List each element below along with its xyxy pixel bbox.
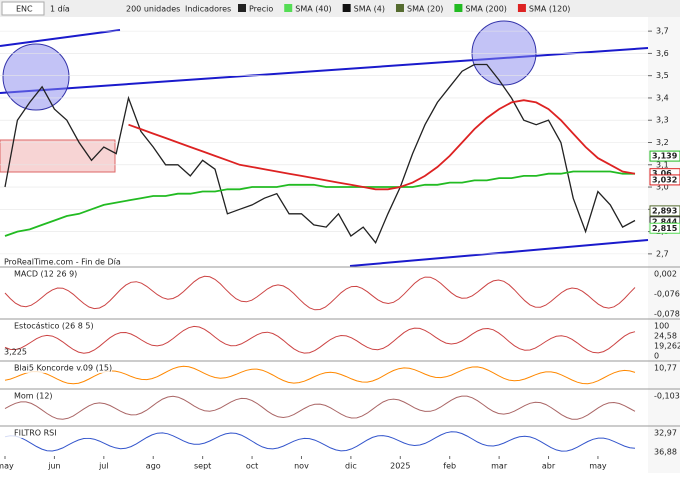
legend-label: SMA (120) [529, 5, 571, 14]
period[interactable]: 1 día [50, 5, 70, 14]
x-tick-label: may [0, 462, 14, 471]
x-tick-label: mar [491, 462, 508, 471]
symbol[interactable]: ENC [16, 5, 33, 14]
panel-value-label: 0,002 [654, 270, 677, 279]
units[interactable]: 200 unidades [126, 5, 180, 14]
y-tick-label: 3,4 [656, 93, 669, 102]
price-label: 2,815 [652, 224, 678, 233]
x-tick-label: dic [345, 462, 357, 471]
panel-value-label: 19,262 [654, 342, 680, 351]
indicators[interactable]: Indicadores [185, 5, 231, 14]
y-tick-label: 3,5 [656, 71, 669, 80]
highlight-circle [471, 20, 537, 86]
panel-value-label: 0 [654, 352, 659, 361]
price-label: 3,06 [652, 169, 672, 178]
y-tick-label: 3,6 [656, 49, 669, 58]
y-tick-label: 3,2 [656, 138, 669, 147]
panel-value-label: 10,77 [654, 364, 677, 373]
panel-value-label: 100 [654, 322, 669, 331]
panel-title-bg [2, 321, 112, 331]
legend-label: SMA (4) [354, 5, 385, 14]
panel-title-bg [2, 269, 112, 279]
x-tick-label: nov [294, 462, 309, 471]
panel-value-label: 24,58 [654, 332, 677, 341]
panel-value-label: 36,88 [654, 448, 677, 457]
channel-line [0, 29, 121, 47]
legend-label: SMA (20) [407, 5, 443, 14]
x-tick-label: oct [246, 462, 258, 471]
price-tag [649, 205, 680, 217]
panel-title-bg [2, 363, 112, 373]
toolbar [0, 0, 680, 17]
legend-swatch [517, 4, 526, 12]
channel-line [0, 47, 649, 94]
channel-line [349, 239, 649, 267]
indicator-line [4, 325, 636, 354]
panels: MACD (12 26 9) 0,002 -0,076 -0,078 Estocásti… [0, 266, 680, 457]
right-axis [648, 17, 680, 473]
panel-title: Mom (12) [14, 392, 53, 401]
price-tag [649, 150, 680, 162]
zone [0, 139, 116, 173]
panel-value-label: -0,103 [654, 392, 680, 401]
panel-value-label: -0,076 [654, 290, 680, 299]
y-tick-label: 3,3 [656, 116, 669, 125]
price-tag [649, 222, 680, 234]
price-label: 2,844 [652, 217, 678, 226]
symbol-box[interactable] [1, 1, 45, 16]
x-tick-label: jul [98, 462, 109, 471]
series-line [4, 63, 636, 244]
highlight-circle [2, 43, 70, 111]
indicator-line [4, 275, 636, 311]
series-line [128, 99, 636, 191]
legend-swatch [284, 4, 293, 12]
price-label: 3,032 [652, 175, 677, 184]
x-tick-label: feb [443, 462, 456, 471]
panel-title: Estocástico (26 8 5) [14, 322, 94, 331]
legend-swatch [342, 4, 351, 12]
price-label: 3,139 [652, 152, 678, 161]
y-tick-label: 3,7 [656, 27, 669, 36]
price-tag [649, 174, 680, 186]
y-tick-label: 3,0 [656, 183, 669, 192]
panel-title-bg [2, 391, 112, 401]
x-tick-label: sept [194, 462, 211, 471]
panel-title: FILTRO RSI [14, 429, 57, 438]
panel-title: Blai5 Koncorde v.09 (15) [14, 364, 112, 373]
legend-swatch [395, 4, 404, 12]
legend-swatch [238, 4, 246, 12]
legend-label: SMA (40) [295, 5, 331, 14]
legend-label: Precio [249, 5, 273, 14]
y-tick-label: 3,1 [656, 160, 669, 169]
x-tick-label: ago [146, 462, 161, 471]
price-label: 2,893 [652, 206, 677, 215]
indicator-line [4, 431, 636, 452]
x-tick-label: jun [47, 462, 60, 471]
indicator-line [4, 395, 636, 420]
series-line [4, 170, 635, 237]
legend-swatch [454, 4, 463, 12]
x-tick-label: 2025 [390, 462, 410, 471]
panel-value-label: -0,078 [654, 310, 680, 319]
x-tick-label: abr [542, 462, 556, 471]
panel-left-label: 3,225 [4, 348, 27, 357]
panel-title: MACD (12 26 9) [14, 270, 77, 279]
legend-label: SMA (200) [465, 5, 507, 14]
watermark: ProRealTime.com - Fin de Día [4, 258, 121, 267]
x-tick-label: may [589, 462, 607, 471]
panel-value-label: 32,97 [654, 429, 677, 438]
panel-title-bg [2, 428, 112, 438]
y-tick-label: 2,7 [656, 249, 669, 258]
